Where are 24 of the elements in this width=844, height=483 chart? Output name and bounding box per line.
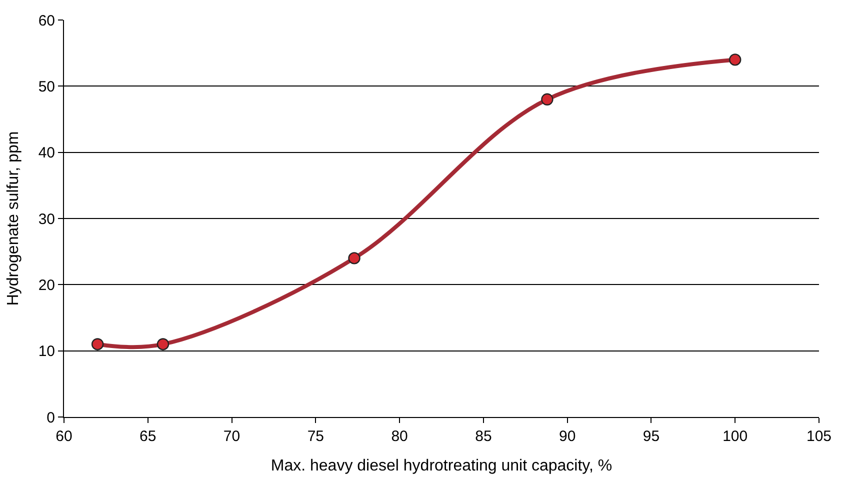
point	[541, 93, 554, 106]
y-axis-title: Hydrogenate sulfur, ppm	[5, 131, 22, 306]
x-tick-label: 90	[558, 428, 576, 445]
x-tick-label: 95	[642, 428, 660, 445]
x-tick-label: 65	[140, 428, 156, 445]
x-tick-label: 80	[391, 428, 408, 445]
x-tick-label: 75	[307, 428, 324, 445]
point	[729, 54, 742, 66]
x-axis-title: Max. heavy diesel hydrotreating unit capacity, %	[270, 458, 612, 475]
y-tick-label: 10	[38, 343, 55, 360]
x-tick-label: 85	[475, 428, 492, 445]
point	[156, 338, 170, 350]
point	[91, 338, 104, 350]
x-tick-label: 70	[223, 428, 240, 445]
y-tick-label: 40	[38, 144, 55, 162]
x-tick-label: 105	[806, 428, 832, 445]
y-tick-label: 50	[38, 78, 55, 96]
y-tick-label: 30	[38, 210, 55, 228]
y-tick-label: 20	[38, 276, 55, 294]
x-tick-label: 60	[56, 428, 72, 445]
y-tick-label: 60	[38, 12, 55, 30]
y-tick-label: 0	[46, 409, 55, 426]
point	[348, 252, 360, 264]
x-tick-label: 100	[722, 428, 748, 445]
